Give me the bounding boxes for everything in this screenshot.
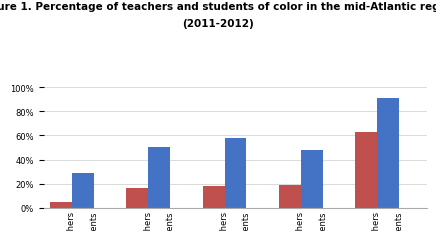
- Bar: [203, 186, 225, 208]
- Bar: [279, 185, 301, 208]
- Bar: [355, 132, 377, 208]
- Text: (2011-2012): (2011-2012): [182, 18, 254, 28]
- Bar: [126, 189, 148, 208]
- Bar: [72, 173, 94, 208]
- Text: Figure 1. Percentage of teachers and students of color in the mid-Atlantic regio: Figure 1. Percentage of teachers and stu…: [0, 2, 436, 12]
- Bar: [148, 148, 170, 208]
- Bar: [301, 150, 323, 208]
- Bar: [225, 138, 246, 208]
- Bar: [377, 99, 399, 208]
- Bar: [50, 202, 72, 208]
